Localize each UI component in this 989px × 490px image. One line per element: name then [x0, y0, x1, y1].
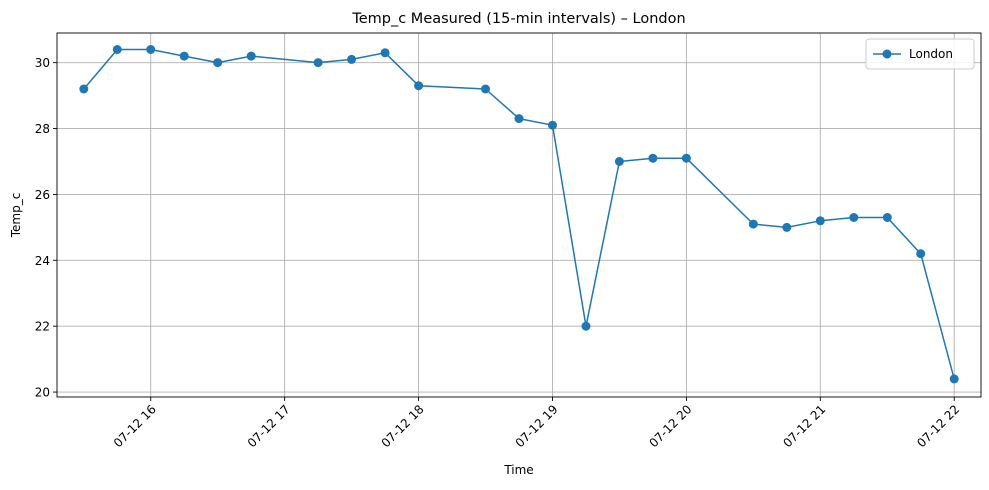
- chart-title: Temp_c Measured (15-min intervals) – Lon…: [351, 11, 685, 27]
- legend-marker-swatch: [882, 49, 892, 59]
- y-tick-label: 24: [35, 254, 50, 268]
- data-point: [112, 45, 122, 54]
- y-tick-label: 20: [35, 386, 50, 400]
- data-point: [748, 219, 758, 229]
- data-point: [782, 222, 792, 232]
- data-point: [213, 58, 223, 68]
- y-tick-label: 22: [35, 320, 50, 334]
- legend: London: [865, 38, 975, 70]
- data-point: [380, 48, 390, 58]
- data-point: [581, 321, 591, 331]
- data-point: [949, 374, 959, 384]
- data-point: [481, 84, 490, 94]
- data-point: [79, 84, 89, 94]
- legend-label-london: London: [909, 47, 953, 61]
- y-tick-label: 28: [35, 122, 50, 136]
- data-point: [815, 216, 825, 226]
- legend-box: [865, 38, 975, 70]
- y-axis-label: Temp_c: [9, 193, 23, 239]
- x-axis-label: Time: [503, 463, 533, 477]
- data-point: [514, 114, 524, 124]
- data-point: [179, 51, 189, 61]
- y-tick-label: 26: [35, 188, 50, 202]
- data-point: [882, 213, 892, 222]
- plot-area: [57, 33, 981, 397]
- data-point: [548, 120, 557, 130]
- data-point: [849, 213, 859, 222]
- y-tick-label: 30: [35, 56, 50, 70]
- data-point: [313, 58, 323, 68]
- series-line-1: [83, 48, 955, 380]
- data-point: [246, 51, 256, 61]
- series-layer: [79, 45, 959, 384]
- gridlines: [57, 33, 981, 397]
- data-point: [648, 153, 658, 163]
- data-point: [146, 45, 156, 54]
- data-point: [681, 153, 691, 163]
- data-point: [414, 81, 424, 91]
- plot-frame: [56, 32, 982, 398]
- data-point: [347, 54, 357, 64]
- data-point: [916, 249, 926, 259]
- data-point: [614, 157, 624, 166]
